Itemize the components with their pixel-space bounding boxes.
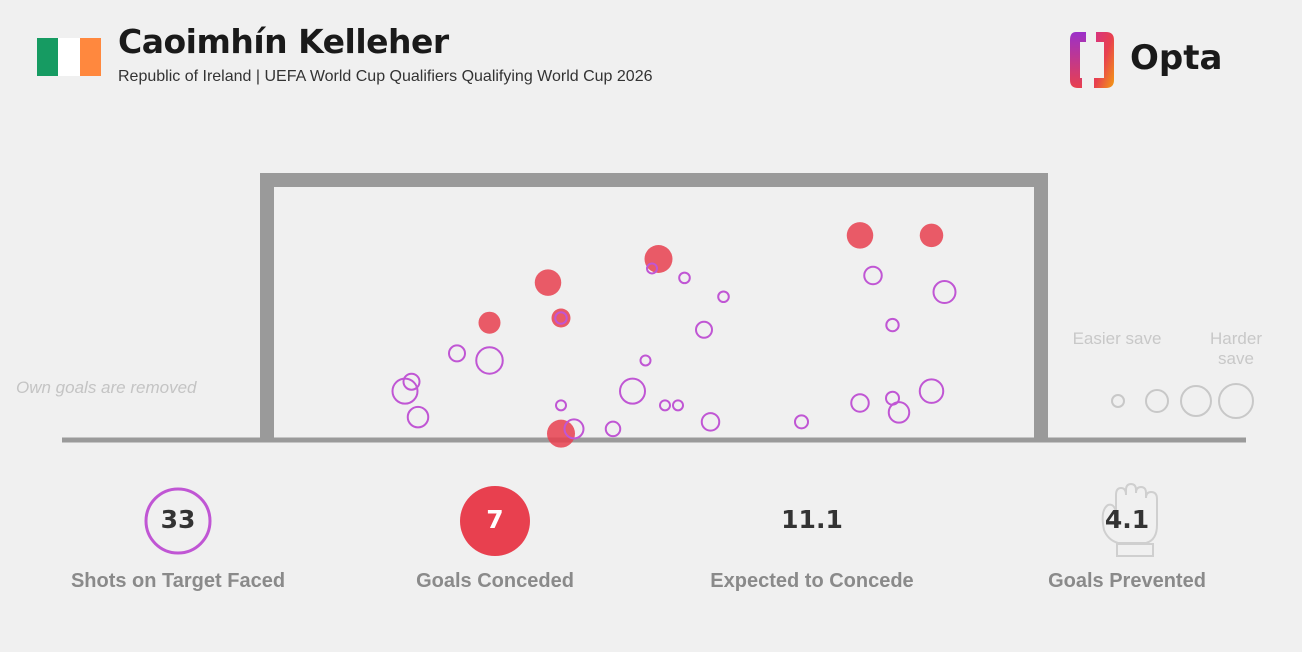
goal-conceded-marker-1 xyxy=(644,245,673,273)
shots-stat-ring xyxy=(144,487,212,555)
goals-value: 7 xyxy=(486,505,504,534)
save-marker-11 xyxy=(639,354,652,367)
save-marker-9 xyxy=(448,344,466,363)
save-marker-23 xyxy=(700,412,721,432)
flag-white-stripe xyxy=(58,38,80,76)
save-marker-14 xyxy=(619,377,646,405)
page-title: Caoimhín Kelleher xyxy=(118,22,449,61)
flag-orange-stripe xyxy=(79,38,101,76)
save-marker-22 xyxy=(406,405,430,429)
legend-circle-lg xyxy=(1218,383,1254,419)
prevented-label: Goals Prevented xyxy=(1048,570,1206,592)
opta-logo: Opta xyxy=(1066,28,1236,92)
legend-circle-xs xyxy=(1111,394,1125,408)
legend-easier-label: Easier save xyxy=(1072,329,1162,348)
legend-harder-label: Harder save xyxy=(1210,329,1262,368)
save-marker-2 xyxy=(678,271,691,285)
goal-conceded-marker-6 xyxy=(478,311,501,334)
save-marker-17 xyxy=(659,399,671,412)
own-goals-note: Own goals are removed xyxy=(16,378,197,397)
save-marker-26 xyxy=(604,420,622,438)
save-marker-18 xyxy=(672,399,684,412)
save-marker-12 xyxy=(402,372,421,391)
goal-frame xyxy=(260,173,1048,440)
save-marker-4 xyxy=(554,311,568,325)
save-marker-5 xyxy=(863,265,883,286)
legend-circle-sm xyxy=(1145,389,1169,413)
ireland-flag xyxy=(37,38,101,76)
goal-conceded-marker-3 xyxy=(919,223,944,248)
save-marker-25 xyxy=(563,418,585,440)
opta-logo-text: Opta xyxy=(1130,38,1223,78)
save-marker-24 xyxy=(794,414,809,430)
goals-label: Goals Conceded xyxy=(416,570,574,592)
flag-green-stripe xyxy=(37,38,59,76)
glove-icon xyxy=(1101,482,1158,557)
page-subtitle: Republic of Ireland | UEFA World Cup Qua… xyxy=(118,68,653,85)
save-marker-13 xyxy=(391,377,419,405)
size-legend xyxy=(1111,383,1254,419)
goals-stat-disc xyxy=(460,486,530,556)
shots-layer xyxy=(391,222,957,448)
save-marker-19 xyxy=(850,393,870,413)
save-marker-7 xyxy=(695,320,713,339)
goal-conceded-marker-4 xyxy=(534,269,562,296)
shots-label: Shots on Target Faced xyxy=(70,570,286,592)
goal-conceded-marker-7 xyxy=(547,419,575,448)
save-marker-16 xyxy=(555,399,567,412)
opta-logo-icon xyxy=(1070,32,1114,88)
save-marker-1 xyxy=(646,262,658,275)
prevented-value: 4.1 xyxy=(1104,505,1150,534)
save-marker-10 xyxy=(475,346,504,375)
save-marker-3 xyxy=(717,290,730,304)
save-marker-15 xyxy=(918,378,945,404)
save-marker-8 xyxy=(885,317,900,333)
xg-label: Expected to Concede xyxy=(710,570,914,592)
legend-circle-md xyxy=(1180,385,1212,417)
shots-value: 33 xyxy=(160,505,196,534)
xg-value: 11.1 xyxy=(781,505,843,534)
goal-conceded-marker-2 xyxy=(846,222,874,249)
save-marker-6 xyxy=(932,280,957,305)
save-marker-21 xyxy=(887,401,911,424)
